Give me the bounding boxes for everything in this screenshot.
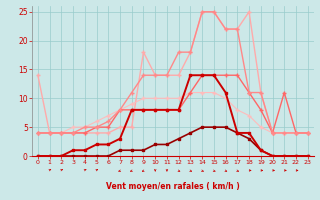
X-axis label: Vent moyen/en rafales ( km/h ): Vent moyen/en rafales ( km/h ) xyxy=(106,182,240,191)
